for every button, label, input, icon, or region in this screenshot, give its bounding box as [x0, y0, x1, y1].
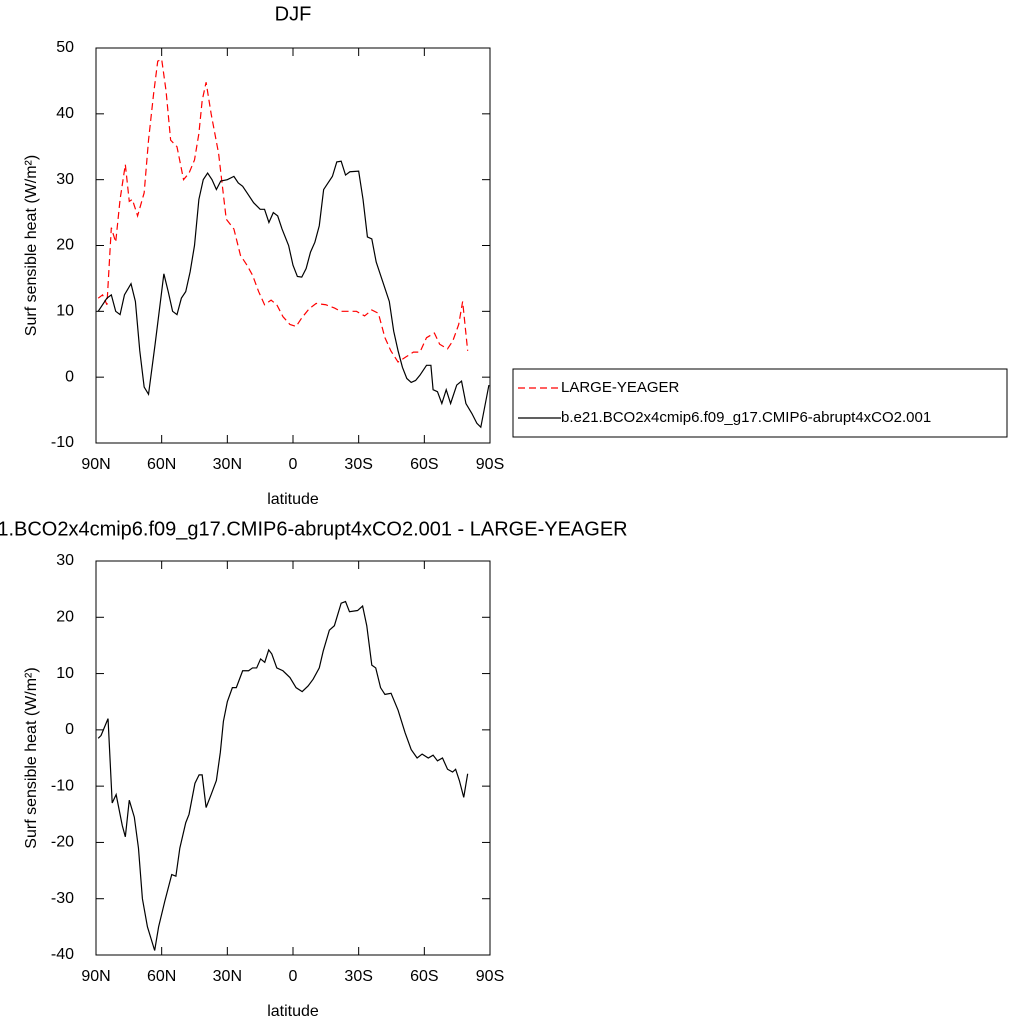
- y-tick-label: 20: [56, 237, 74, 254]
- x-tick-label: 0: [289, 456, 298, 473]
- y-tick-label: -40: [51, 946, 74, 963]
- chart-title: DJF: [275, 3, 312, 25]
- y-tick-label: -10: [51, 434, 74, 451]
- x-tick-label: 30S: [344, 968, 372, 985]
- y-tick-label: 0: [65, 721, 74, 738]
- y-tick-label: 20: [56, 609, 74, 626]
- chart-title: b.e21.BCO2x4cmip6.f09_g17.CMIP6-abrupt4x…: [0, 518, 628, 540]
- x-axis-label: latitude: [267, 491, 319, 508]
- legend-label: LARGE-YEAGER: [561, 379, 680, 396]
- y-axis-label: Surf sensible heat (W/m²): [23, 667, 40, 848]
- plot-frame: [95, 47, 491, 444]
- plot-frame: [95, 560, 491, 956]
- x-tick-label: 90N: [81, 968, 110, 985]
- y-axis-label: Surf sensible heat (W/m²): [23, 155, 40, 336]
- x-tick-label: 60N: [147, 456, 176, 473]
- y-tick-label: -30: [51, 890, 74, 907]
- y-tick-label: -20: [51, 834, 74, 851]
- y-tick-label: 0: [65, 368, 74, 385]
- y-tick-label: 10: [56, 665, 74, 682]
- x-tick-label: 60S: [410, 456, 438, 473]
- x-tick-label: 30N: [213, 456, 242, 473]
- data-line: [97, 58, 469, 363]
- y-tick-label: -10: [51, 777, 74, 794]
- data-line: [97, 600, 469, 951]
- data-line: [97, 160, 490, 429]
- legend-box: [512, 368, 1008, 438]
- y-tick-label: 30: [56, 552, 74, 569]
- x-tick-label: 90N: [81, 456, 110, 473]
- x-tick-label: 0: [289, 968, 298, 985]
- x-tick-label: 90S: [476, 456, 504, 473]
- x-tick-label: 60S: [410, 968, 438, 985]
- x-tick-label: 30N: [213, 968, 242, 985]
- x-axis-label: latitude: [267, 1003, 319, 1020]
- y-tick-label: 40: [56, 105, 74, 122]
- y-tick-label: 10: [56, 303, 74, 320]
- x-tick-label: 90S: [476, 968, 504, 985]
- x-tick-label: 30S: [344, 456, 372, 473]
- x-tick-label: 60N: [147, 968, 176, 985]
- y-tick-label: 50: [56, 39, 74, 56]
- legend-label: b.e21.BCO2x4cmip6.f09_g17.CMIP6-abrupt4x…: [561, 409, 931, 426]
- y-tick-label: 30: [56, 171, 74, 188]
